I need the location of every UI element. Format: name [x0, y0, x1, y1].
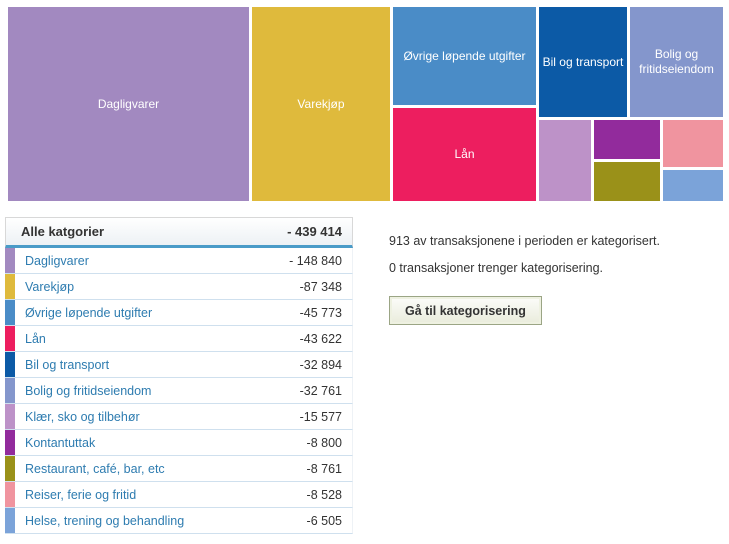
category-amount: -8 761: [306, 461, 342, 476]
treemap-block-ovrige-lopende-utgifter[interactable]: Øvrige løpende utgifter: [393, 7, 536, 105]
category-link-ovrige-lopende-utgifter[interactable]: Øvrige løpende utgifter: [25, 305, 153, 320]
category-color-swatch: [5, 274, 15, 299]
category-amount: -6 505: [306, 513, 342, 528]
category-color-swatch: [5, 300, 15, 325]
category-amount: -45 773: [299, 305, 342, 320]
category-color-swatch: [5, 482, 15, 507]
category-link-lan[interactable]: Lån: [25, 331, 46, 346]
treemap-block-bolig-og-fritidseiendom[interactable]: Bolig og fritidseiendom: [630, 7, 723, 117]
treemap-block-lan[interactable]: Lån: [393, 108, 536, 201]
treemap-label-dagligvarer: Dagligvarer: [97, 96, 160, 111]
category-link-bil-og-transport[interactable]: Bil og transport: [25, 357, 110, 372]
table-row: Klær, sko og tilbehør -15 577: [5, 404, 353, 430]
treemap-block-reiser-ferie-og-fritid[interactable]: [663, 120, 723, 167]
table-header-label: Alle katgorier: [21, 224, 105, 239]
category-color-swatch: [5, 326, 15, 351]
table-header-total: - 439 414: [287, 224, 342, 239]
category-treemap: Dagligvarer Varekjøp Øvrige løpende utgi…: [8, 7, 723, 201]
category-amount: -15 577: [299, 409, 342, 424]
table-row: Dagligvarer - 148 840: [5, 248, 353, 274]
table-row: Varekjøp -87 348: [5, 274, 353, 300]
category-link-dagligvarer[interactable]: Dagligvarer: [25, 253, 89, 268]
category-color-swatch: [5, 456, 15, 481]
treemap-block-klaer-sko-og-tilbehor[interactable]: [539, 120, 591, 201]
category-table: Alle katgorier - 439 414 Dagligvarer - 1…: [5, 217, 353, 534]
treemap-label-bil-og-transport: Bil og transport: [542, 54, 624, 69]
table-row: Helse, trening og behandling -6 505: [5, 508, 353, 534]
treemap-label-bolig-og-fritidseiendom: Bolig og fritidseiendom: [639, 47, 714, 76]
treemap-label-varekjop: Varekjøp: [297, 96, 345, 111]
category-link-kontantuttak[interactable]: Kontantuttak: [25, 435, 96, 450]
category-amount: -32 894: [299, 357, 342, 372]
category-link-bolig-og-fritidseiendom[interactable]: Bolig og fritidseiendom: [25, 383, 152, 398]
categorized-count-text: 913 av transaksjonene i perioden er kate…: [389, 234, 660, 248]
category-link-restaurant-cafe-bar[interactable]: Restaurant, café, bar, etc: [25, 461, 165, 476]
category-color-swatch: [5, 352, 15, 377]
treemap-block-dagligvarer[interactable]: Dagligvarer: [8, 7, 249, 201]
category-link-reiser-ferie-og-fritid[interactable]: Reiser, ferie og fritid: [25, 487, 137, 502]
treemap-label-lan: Lån: [454, 147, 475, 161]
category-color-swatch: [5, 404, 15, 429]
treemap-block-restaurant-cafe-bar[interactable]: [594, 162, 660, 201]
categorization-info-panel: 913 av transaksjonene i perioden er kate…: [389, 233, 719, 325]
table-row: Kontantuttak -8 800: [5, 430, 353, 456]
category-amount: -8 800: [306, 435, 342, 450]
needs-categorization-text: 0 transaksjoner trenger kategorisering.: [389, 261, 604, 275]
table-row: Bil og transport -32 894: [5, 352, 353, 378]
category-link-varekjop[interactable]: Varekjøp: [25, 279, 75, 294]
table-row: Øvrige løpende utgifter -45 773: [5, 300, 353, 326]
category-color-swatch: [5, 378, 15, 403]
table-row: Bolig og fritidseiendom -32 761: [5, 378, 353, 404]
category-color-swatch: [5, 248, 15, 273]
category-link-helse-trening-og-behandling[interactable]: Helse, trening og behandling: [25, 513, 185, 528]
table-row: Lån -43 622: [5, 326, 353, 352]
category-amount: - 148 840: [289, 253, 342, 268]
category-amount: -8 528: [306, 487, 342, 502]
treemap-block-kontantuttak[interactable]: [594, 120, 660, 159]
table-row: Restaurant, café, bar, etc -8 761: [5, 456, 353, 482]
category-amount: -32 761: [299, 383, 342, 398]
table-header-row: Alle katgorier - 439 414: [5, 217, 353, 248]
table-row: Reiser, ferie og fritid -8 528: [5, 482, 353, 508]
category-amount: -43 622: [299, 331, 342, 346]
go-to-categorization-button[interactable]: Gå til kategorisering: [389, 296, 542, 325]
category-amount: -87 348: [299, 279, 342, 294]
treemap-block-helse-trening-og-behandling[interactable]: [663, 170, 723, 201]
category-color-swatch: [5, 508, 15, 533]
category-color-swatch: [5, 430, 15, 455]
category-link-klaer-sko-og-tilbehor[interactable]: Klær, sko og tilbehør: [25, 409, 140, 424]
treemap-block-varekjop[interactable]: Varekjøp: [252, 7, 390, 201]
treemap-label-ovrige-lopende-utgifter: Øvrige løpende utgifter: [403, 48, 526, 63]
treemap-block-bil-og-transport[interactable]: Bil og transport: [539, 7, 627, 117]
